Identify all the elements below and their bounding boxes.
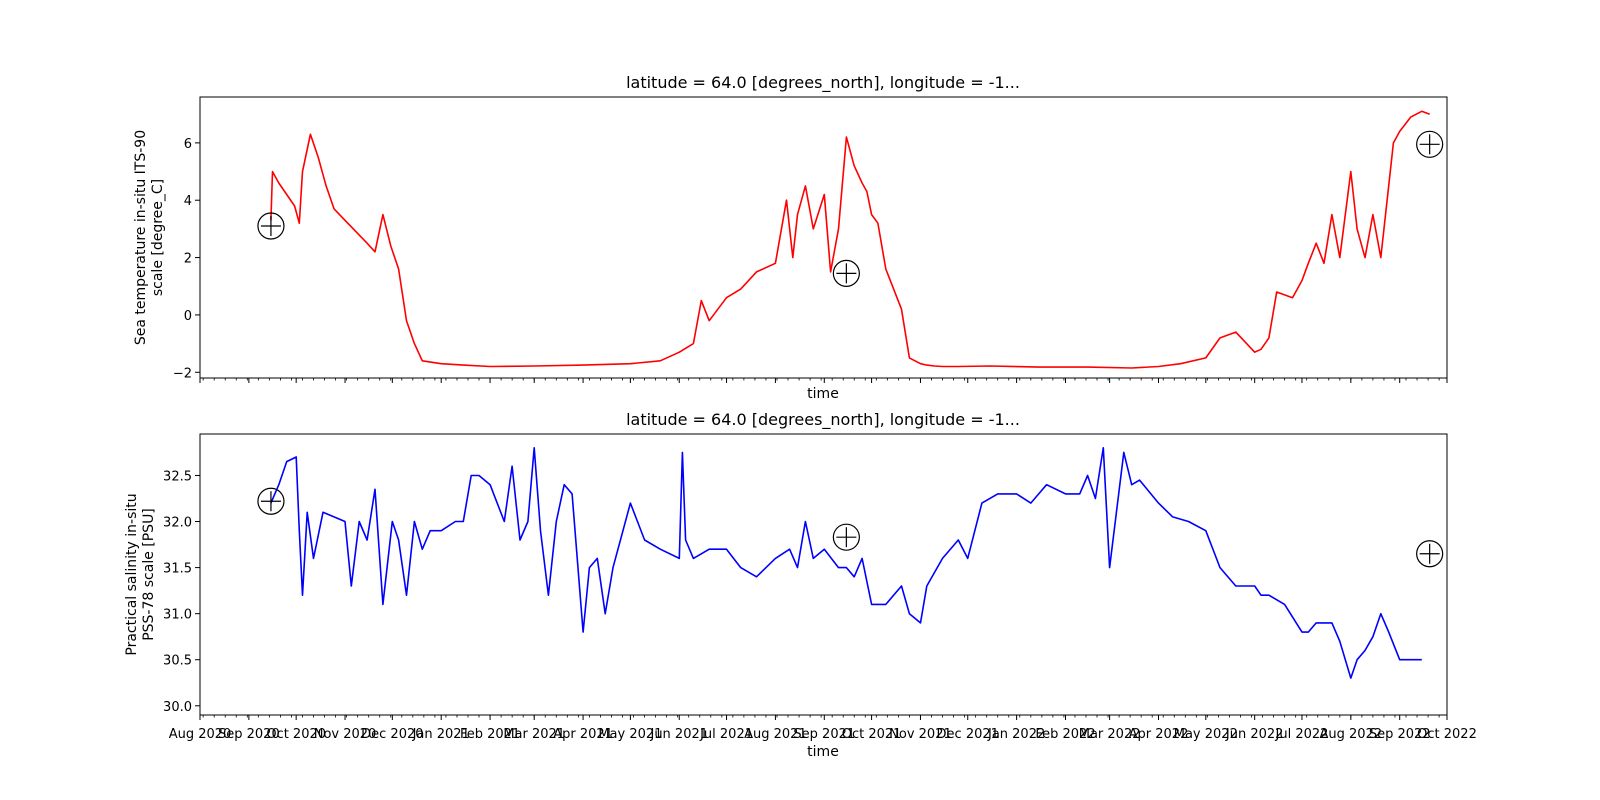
xtick-label: Oct 2021 — [842, 727, 902, 742]
salinity-series — [270, 446, 1422, 679]
temperature-xlabel: time — [807, 386, 839, 402]
xtick-label: Sep 2021 — [793, 727, 855, 742]
ytick-label: 30.5 — [163, 654, 192, 669]
xtick-label: Jan 2021 — [412, 727, 470, 742]
xtick-label: Jul 2022 — [1275, 727, 1329, 742]
temperature-ylabel-line-2: scale [degree_C] — [150, 179, 166, 296]
xtick-label: Oct 2022 — [1417, 727, 1477, 742]
xtick-label: Oct 2020 — [266, 727, 326, 742]
salinity-markers — [257, 487, 1444, 568]
ytick-label: 6 — [184, 137, 192, 152]
temperature-markers — [257, 130, 1444, 287]
temperature-series — [270, 110, 1430, 369]
ytick-label: 32.0 — [163, 516, 192, 531]
xtick-label: Dec 2021 — [937, 727, 999, 742]
salinity-panel: latitude = 64.0 [degrees_north], longitu… — [124, 410, 1477, 760]
circled-plus-marker — [257, 212, 285, 240]
xtick-label: Jan 2022 — [987, 727, 1045, 742]
xtick-label: Nov 2021 — [889, 727, 952, 742]
xtick-label: Apr 2021 — [553, 727, 613, 742]
ytick-label: 32.5 — [163, 469, 192, 484]
temperature-plot-area — [199, 96, 1448, 379]
circled-plus-marker — [832, 259, 860, 287]
salinity-line — [270, 446, 1422, 679]
temperature-ylabel-line-1: Sea temperature in-situ ITS-90 — [133, 130, 149, 345]
xtick-label: May 2021 — [598, 727, 662, 742]
xtick-label: Dec 2020 — [361, 727, 423, 742]
ytick-label: 2 — [184, 252, 192, 267]
xtick-label: Jun 2021 — [649, 727, 708, 742]
circled-plus-marker — [1416, 130, 1444, 158]
salinity-title: latitude = 64.0 [degrees_north], longitu… — [626, 410, 1020, 430]
xtick-label: Sep 2020 — [218, 727, 280, 742]
salinity-plot-area — [199, 433, 1448, 716]
xtick-label: Aug 2022 — [1320, 727, 1383, 742]
xtick-label: Aug 2021 — [744, 727, 807, 742]
ytick-label: 30.0 — [163, 700, 192, 715]
xtick-label: Feb 2021 — [460, 727, 520, 742]
temperature-xticks — [199, 378, 1448, 383]
xtick-label: Feb 2022 — [1035, 727, 1095, 742]
ytick-label: 0 — [184, 309, 192, 324]
salinity-ylabel-line-2: PSS-78 scale [PSU] — [141, 508, 157, 641]
xtick-label: May 2022 — [1174, 727, 1238, 742]
temperature-yticks: −2 0 2 4 6 — [173, 137, 200, 381]
salinity-xlabel: time — [807, 744, 839, 760]
xtick-label: Mar 2021 — [503, 727, 565, 742]
xtick-label: Apr 2022 — [1129, 727, 1189, 742]
temperature-ylabel: Sea temperature in-situ ITS-90 scale [de… — [133, 130, 166, 345]
xtick-label: Nov 2020 — [314, 727, 377, 742]
ytick-label: 4 — [184, 194, 192, 209]
xtick-label: Aug 2020 — [169, 727, 232, 742]
salinity-yticks: 30.0 30.5 31.0 31.5 32.0 32.5 — [163, 469, 200, 715]
ytick-label: 31.5 — [163, 562, 192, 577]
circled-plus-marker — [257, 487, 285, 515]
circled-plus-marker — [1416, 540, 1444, 568]
xtick-label: Jun 2022 — [1225, 727, 1284, 742]
salinity-ylabel-line-1: Practical salinity in-situ — [124, 493, 140, 655]
temperature-title: latitude = 64.0 [degrees_north], longitu… — [626, 73, 1020, 93]
ytick-label: 31.0 — [163, 608, 192, 623]
circled-plus-marker — [832, 523, 860, 551]
salinity-ylabel: Practical salinity in-situ PSS-78 scale … — [124, 493, 157, 655]
xtick-label: Sep 2022 — [1369, 727, 1431, 742]
temperature-line — [270, 110, 1430, 369]
xtick-label: Mar 2022 — [1079, 727, 1141, 742]
xtick-label: Jul 2021 — [699, 727, 753, 742]
temperature-panel: latitude = 64.0 [degrees_north], longitu… — [133, 73, 1448, 402]
ytick-label: −2 — [173, 366, 192, 381]
